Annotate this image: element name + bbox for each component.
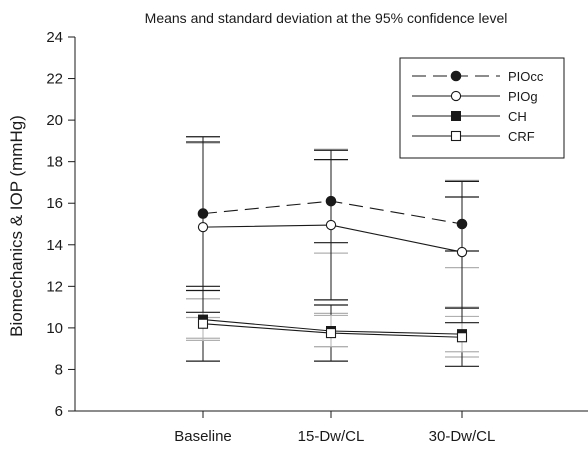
legend-box bbox=[399, 57, 565, 159]
y-tick-label: 22 bbox=[46, 71, 63, 88]
data-point bbox=[325, 328, 337, 339]
legend-marker bbox=[451, 111, 461, 121]
data-point bbox=[456, 218, 468, 230]
legend-label: PIOcc bbox=[508, 69, 544, 84]
y-tick-label: 10 bbox=[46, 320, 63, 337]
data-point bbox=[325, 219, 337, 231]
y-tick-label: 8 bbox=[55, 361, 63, 378]
legend: PIOcc PIOg CH CRF bbox=[399, 57, 565, 159]
legend-label: CRF bbox=[508, 129, 535, 144]
x-tick-label: Baseline bbox=[174, 428, 232, 445]
data-point bbox=[456, 332, 468, 343]
legend-marker bbox=[450, 70, 462, 82]
y-tick-label: 14 bbox=[46, 237, 63, 254]
y-axis-label: Biomechanics & IOP (mmHg) bbox=[7, 115, 26, 337]
data-point bbox=[456, 246, 468, 258]
series-piocc bbox=[197, 195, 468, 230]
chart-title: Means and standard deviation at the 95% … bbox=[145, 10, 508, 26]
data-point bbox=[197, 318, 209, 329]
y-tick-label: 24 bbox=[46, 29, 63, 46]
legend-item-crf: CRF bbox=[412, 129, 535, 144]
x-tick-label: 15-Dw/CL bbox=[298, 428, 365, 445]
plot-area: 6 8 10 12 14 16 18 20 22 24 Baseline 15-Dw/CL 30-Dw/… bbox=[46, 29, 588, 445]
x-tick-label: 30-Dw/CL bbox=[429, 428, 496, 445]
y-tick-label: 6 bbox=[55, 403, 63, 420]
legend-item-piocc: PIOcc bbox=[412, 69, 544, 84]
data-point bbox=[197, 221, 209, 233]
legend-item-piog: PIOg bbox=[412, 89, 538, 104]
legend-marker bbox=[450, 90, 462, 102]
data-point bbox=[325, 195, 337, 207]
legend-marker bbox=[450, 130, 462, 142]
data-point bbox=[197, 208, 209, 219]
legend-label: CH bbox=[508, 109, 527, 124]
y-tick-label: 20 bbox=[46, 112, 63, 129]
y-tick-label: 18 bbox=[46, 154, 63, 171]
series-crf bbox=[197, 318, 468, 343]
series-piog bbox=[197, 219, 468, 258]
legend-label: PIOg bbox=[508, 89, 538, 104]
y-tick-label: 16 bbox=[46, 195, 63, 212]
legend-item-ch: CH bbox=[412, 109, 527, 124]
y-tick-label: 12 bbox=[46, 278, 63, 295]
